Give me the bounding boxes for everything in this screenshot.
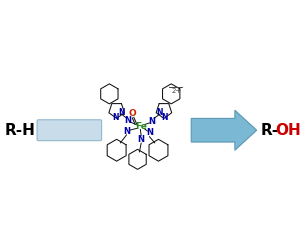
FancyBboxPatch shape bbox=[37, 120, 102, 141]
Text: Fe: Fe bbox=[135, 122, 147, 131]
Text: N: N bbox=[146, 128, 153, 137]
Text: N: N bbox=[118, 109, 124, 117]
Text: N: N bbox=[156, 109, 163, 117]
Text: R-: R- bbox=[260, 123, 278, 138]
Text: 2+: 2+ bbox=[171, 88, 182, 94]
Text: N: N bbox=[162, 113, 168, 122]
Text: N: N bbox=[123, 127, 130, 136]
Text: R-H: R-H bbox=[5, 123, 36, 138]
Text: N: N bbox=[124, 116, 131, 125]
Text: N: N bbox=[113, 113, 119, 122]
Polygon shape bbox=[191, 110, 257, 150]
Text: N: N bbox=[149, 117, 156, 126]
Text: N: N bbox=[138, 135, 145, 144]
Text: O: O bbox=[128, 109, 136, 118]
Text: OH: OH bbox=[275, 123, 301, 138]
